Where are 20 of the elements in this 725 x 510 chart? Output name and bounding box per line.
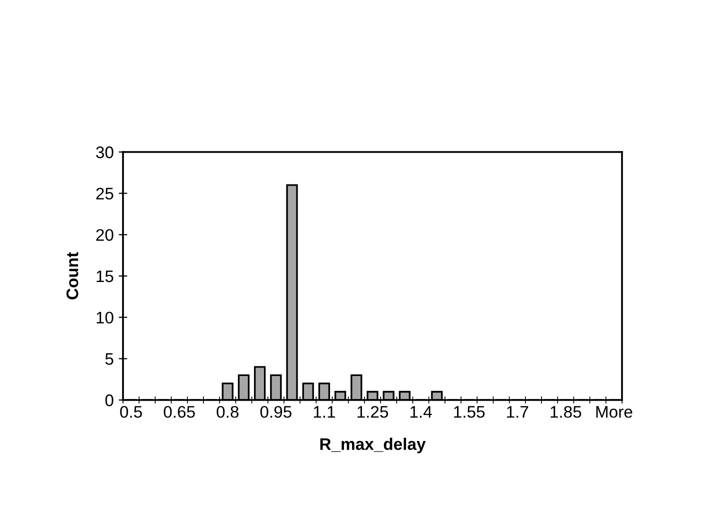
y-tick-label: 5	[105, 353, 114, 365]
y-tick-label: 30	[96, 146, 114, 158]
x-axis-title: R_max_delay	[320, 438, 426, 454]
x-tick-label: 1.85	[550, 406, 582, 418]
x-tick-label: 1.7	[507, 406, 528, 418]
x-tick-label: 0.95	[260, 406, 292, 418]
x-tick-label: 0.5	[120, 406, 142, 418]
x-tick-label: 1.4	[410, 406, 432, 418]
y-tick-label: 10	[96, 312, 114, 324]
x-tick-label: 0.65	[164, 406, 195, 418]
y-tick-label: 0	[105, 394, 114, 406]
x-tick-label: 0.8	[216, 406, 238, 418]
x-tick-label: 1.1	[314, 406, 335, 418]
y-tick-label: 20	[96, 229, 114, 241]
y-tick-label: 25	[96, 188, 114, 200]
y-axis-title: Count	[66, 252, 78, 300]
y-tick-label: 15	[96, 270, 114, 282]
x-tick-label: 1.25	[358, 406, 388, 418]
x-tick-label: More	[596, 406, 632, 418]
x-tick-label: 1.55	[454, 406, 485, 418]
